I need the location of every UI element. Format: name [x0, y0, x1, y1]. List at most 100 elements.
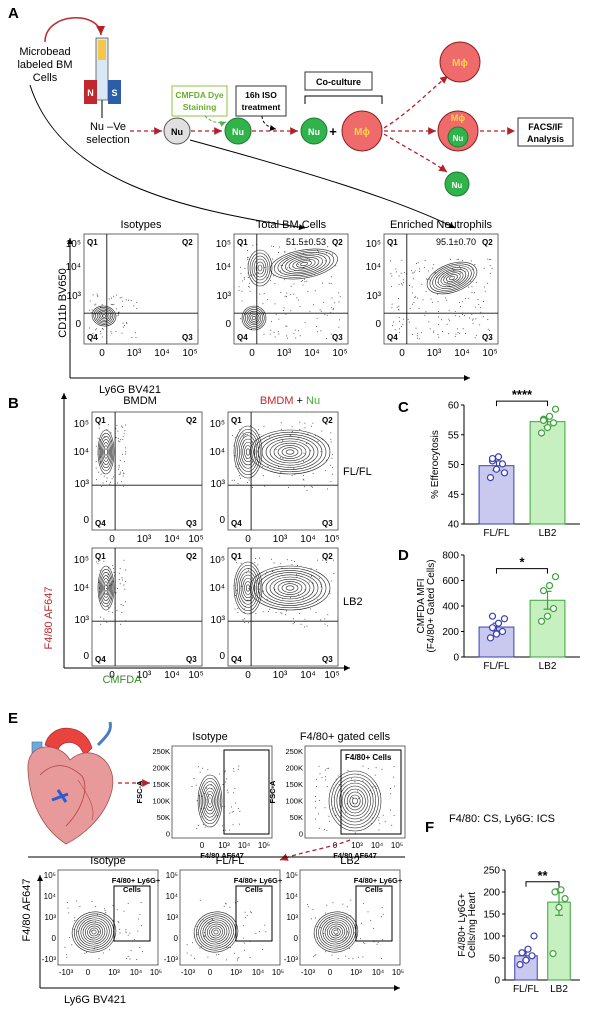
event-dot	[197, 932, 199, 934]
event-dot	[226, 778, 228, 780]
y-tick-label: 200K	[152, 764, 170, 773]
event-dot	[299, 612, 301, 614]
x-tick-label: 10⁵	[258, 841, 270, 850]
event-dot	[117, 921, 119, 923]
significance-bracket	[525, 881, 560, 887]
event-dot	[125, 929, 127, 931]
event-dot	[243, 942, 245, 944]
y-tick-label: 200	[442, 627, 459, 638]
event-dot	[412, 292, 413, 294]
event-dot	[370, 919, 372, 921]
contour-line	[97, 565, 115, 611]
event-dot	[201, 946, 202, 948]
event-dot	[242, 619, 244, 621]
event-dot	[354, 832, 356, 834]
event-dot	[110, 440, 112, 442]
event-dot	[458, 258, 460, 260]
event-dot	[94, 329, 96, 331]
magnet-s-label: S	[111, 88, 117, 98]
contour-line	[235, 428, 261, 476]
event-dot	[117, 437, 119, 439]
y-tick-label: 600	[442, 576, 459, 587]
data-point	[549, 604, 558, 613]
event-dot	[372, 793, 374, 795]
event-dot	[326, 786, 328, 788]
event-dot	[293, 333, 295, 335]
event-dot	[204, 826, 206, 828]
event-dot	[362, 942, 364, 944]
event-dot	[250, 274, 252, 276]
event-dot	[106, 599, 108, 601]
event-dot	[346, 906, 348, 908]
event-dot	[313, 459, 315, 461]
event-dot	[452, 269, 454, 271]
event-dot	[275, 313, 277, 315]
event-dot	[117, 313, 119, 315]
event-dot	[255, 558, 256, 559]
event-dot	[226, 938, 228, 940]
event-dot	[312, 909, 314, 910]
event-dot	[331, 307, 333, 309]
event-dot	[357, 773, 359, 775]
event-dot	[92, 335, 94, 337]
event-dot	[101, 336, 103, 338]
contour-line	[339, 782, 371, 820]
event-dot	[474, 306, 476, 308]
event-dot	[200, 920, 202, 922]
event-dot	[364, 943, 366, 945]
y-tick-label: 0	[83, 651, 89, 662]
event-dot	[306, 489, 308, 491]
x-tick-label: -10³	[301, 968, 316, 977]
event-dot	[374, 774, 376, 776]
plot-title: Isotypes	[121, 219, 162, 231]
nu-cell-green-2	[300, 117, 328, 145]
contour-line	[426, 261, 478, 295]
event-dot	[99, 448, 101, 450]
event-dot	[424, 314, 426, 316]
event-dot	[221, 825, 223, 827]
event-dot	[65, 954, 67, 956]
event-dot	[99, 586, 100, 588]
y-tick-label: 10⁵	[210, 555, 225, 566]
y-axis-label: % Efferocytosis	[430, 430, 441, 499]
event-dot	[116, 424, 118, 426]
y-tick-label: 0	[83, 515, 89, 526]
event-dot	[332, 467, 333, 469]
contour-line	[285, 255, 323, 273]
event-dot	[360, 819, 362, 821]
event-dot	[316, 937, 318, 939]
event-dot	[74, 917, 76, 919]
event-dot	[122, 300, 124, 302]
event-dot	[442, 273, 444, 275]
x-tick-label: 10⁵	[272, 968, 284, 977]
contour-line	[277, 581, 303, 595]
event-dot	[93, 338, 94, 340]
event-dot	[203, 793, 205, 795]
contour-line	[270, 248, 338, 280]
event-dot	[290, 434, 292, 436]
event-dot	[324, 618, 326, 620]
event-dot	[342, 903, 344, 905]
event-dot	[273, 562, 275, 564]
event-dot	[225, 947, 227, 948]
event-dot	[121, 579, 123, 581]
event-dot	[270, 329, 272, 331]
event-dot	[483, 286, 485, 288]
event-dot	[422, 299, 424, 301]
contour-line	[336, 779, 374, 823]
nu-cell-grey	[163, 117, 191, 145]
event-dot	[314, 290, 316, 292]
event-dot	[110, 584, 112, 586]
event-dot	[394, 329, 396, 331]
contour-line	[249, 252, 271, 284]
contour-line	[97, 429, 115, 475]
data-point	[561, 894, 569, 903]
event-dot	[253, 274, 255, 276]
event-dot	[238, 823, 240, 825]
event-dot	[327, 246, 328, 248]
y-tick-label: 0	[299, 830, 303, 839]
event-dot	[104, 914, 106, 915]
event-dot	[106, 588, 107, 589]
event-dot	[261, 948, 263, 950]
event-dot	[102, 456, 104, 458]
